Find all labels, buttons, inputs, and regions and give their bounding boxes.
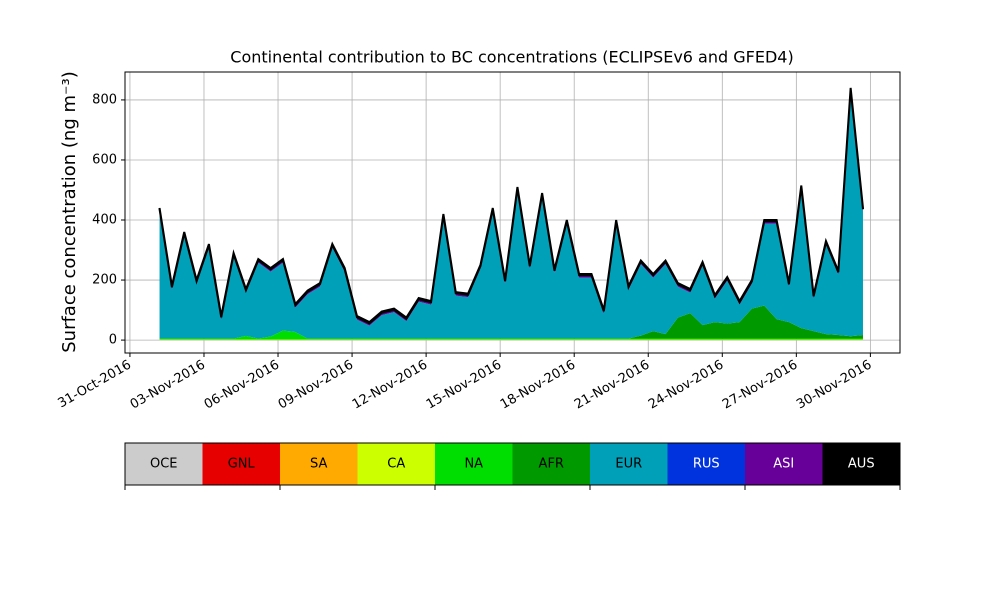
legend-label: GNL: [228, 457, 256, 472]
y-tick-label: 600: [92, 152, 117, 167]
x-tick-label: 30-Nov-2016: [794, 357, 874, 412]
legend-swatch: [745, 443, 823, 485]
x-tick-label: 03-Nov-2016: [128, 357, 208, 412]
legend-swatch: [125, 443, 203, 485]
legend-label: RUS: [693, 457, 720, 472]
x-tick-label: 12-Nov-2016: [350, 357, 430, 412]
legend-swatch: [512, 443, 590, 485]
y-axis-label: Surface concentration (ng m⁻³): [59, 71, 80, 353]
legend-label: CA: [387, 457, 405, 472]
legend-label: SA: [310, 457, 327, 472]
legend-swatch: [590, 443, 668, 485]
plot-frame: [124, 71, 901, 354]
legend-swatch: [280, 443, 358, 485]
x-tick-label: 18-Nov-2016: [498, 357, 578, 412]
legend-label: ASI: [773, 457, 794, 472]
x-tick-label: 15-Nov-2016: [424, 357, 504, 412]
legend-swatch: [202, 443, 280, 485]
legend-label: AFR: [539, 457, 564, 472]
legend-label: NA: [464, 457, 483, 472]
legend-label: EUR: [615, 457, 642, 472]
legend-label: OCE: [150, 457, 178, 472]
area: [159, 91, 863, 339]
legend-swatch: [667, 443, 745, 485]
area: [159, 305, 863, 339]
x-tick-label: 31-Oct-2016: [56, 357, 134, 411]
area: [159, 339, 863, 341]
legend-label: AUS: [848, 457, 875, 472]
y-tick-label: 200: [92, 273, 117, 288]
x-tick-label: 21-Nov-2016: [572, 357, 652, 412]
legend-swatch: [822, 443, 900, 485]
legend-swatch: [357, 443, 435, 485]
area: [158, 87, 864, 325]
x-tick-label: 27-Nov-2016: [720, 357, 800, 412]
legend-swatch: [435, 443, 513, 485]
x-tick-label: 24-Nov-2016: [646, 357, 726, 412]
y-tick-label: 800: [92, 92, 117, 107]
chart-title: Continental contribution to BC concentra…: [230, 48, 793, 67]
legend-frame: [124, 442, 901, 486]
y-tick-label: 400: [92, 213, 117, 228]
y-tick-label: 0: [109, 333, 117, 348]
x-tick-label: 09-Nov-2016: [276, 357, 356, 412]
x-tick-label: 06-Nov-2016: [202, 357, 282, 412]
